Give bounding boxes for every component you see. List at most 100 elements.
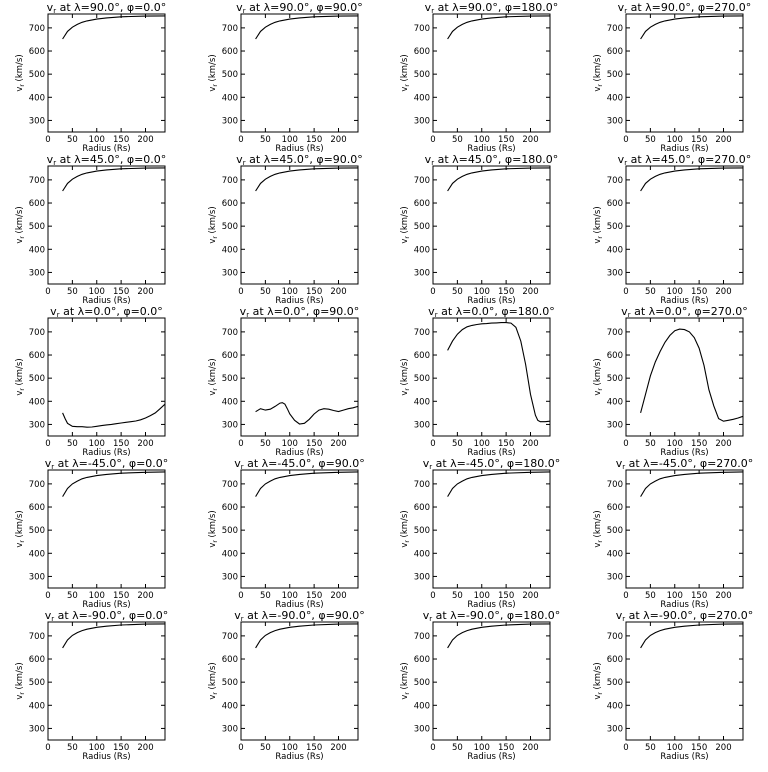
y-tick-label: 500 (222, 374, 238, 384)
plot-frame (432, 13, 551, 133)
y-axis-label: vr (km/s) (15, 510, 26, 547)
x-tick-label: 150 (306, 743, 322, 753)
y-tick-label: 400 (607, 397, 623, 407)
y-axis-label: vr (km/s) (400, 54, 411, 91)
x-tick-label: 200 (330, 743, 346, 753)
y-tick-label: 500 (607, 222, 623, 232)
plot-frame (240, 621, 359, 741)
y-tick-label: 700 (29, 176, 45, 186)
x-tick-label: 200 (137, 591, 153, 601)
x-axis-label: Radius (Rs) (467, 296, 515, 306)
series-line (447, 15, 551, 40)
x-axis-label: Radius (Rs) (467, 448, 515, 458)
subplot-10: vr at λ=0.0°, φ=90.0° 0 50 100 150 200 300 400 5… (208, 305, 359, 458)
x-axis-label: Radius (Rs) (467, 752, 515, 762)
x-tick-label: 0 (430, 287, 435, 297)
y-tick-label: 500 (29, 70, 45, 80)
x-axis-label: Radius (Rs) (467, 600, 515, 610)
plot-frame (625, 13, 744, 133)
x-tick-label: 50 (452, 591, 463, 601)
subplot-title: vr at λ=-45.0°, φ=0.0° (45, 457, 169, 471)
x-axis-label: Radius (Rs) (660, 600, 708, 610)
y-tick-label: 500 (414, 526, 430, 536)
x-tick-label: 150 (691, 287, 707, 297)
y-tick-label: 600 (414, 655, 430, 665)
x-tick-label: 200 (137, 743, 153, 753)
x-tick-label: 50 (452, 743, 463, 753)
x-tick-label: 150 (306, 287, 322, 297)
x-tick-label: 0 (45, 743, 50, 753)
subplot-title: vr at λ=-90.0°, φ=0.0° (45, 609, 169, 623)
x-tick-label: 0 (45, 439, 50, 449)
x-tick-label: 0 (238, 743, 243, 753)
y-tick-label: 400 (222, 549, 238, 559)
plot-frame (432, 621, 551, 741)
y-tick-label: 500 (222, 678, 238, 688)
x-axis-label: Radius (Rs) (82, 296, 130, 306)
y-tick-label: 400 (414, 397, 430, 407)
y-tick-label: 400 (414, 93, 430, 103)
x-axis-label: Radius (Rs) (660, 752, 708, 762)
y-axis-label: vr (km/s) (15, 206, 26, 243)
series-line (62, 623, 166, 649)
y-tick-label: 500 (414, 678, 430, 688)
y-tick-label: 300 (607, 572, 623, 582)
x-tick-label: 200 (522, 743, 538, 753)
x-tick-label: 50 (67, 591, 78, 601)
subplot-12: vr at λ=0.0°, φ=270.0° 0 50 100 150 200 300 400… (593, 305, 748, 458)
subplot-title: vr at λ=45.0°, φ=270.0° (618, 153, 752, 167)
plot-frame (432, 469, 551, 589)
x-tick-label: 100 (89, 591, 105, 601)
x-axis-label: Radius (Rs) (82, 752, 130, 762)
x-tick-label: 150 (306, 135, 322, 145)
y-tick-label: 600 (222, 47, 238, 57)
y-tick-label: 500 (414, 222, 430, 232)
x-tick-label: 150 (691, 743, 707, 753)
series-line (62, 167, 166, 192)
y-tick-label: 600 (29, 351, 45, 361)
subplot-title: vr at λ=0.0°, φ=0.0° (50, 305, 163, 319)
y-axis-label: vr (km/s) (208, 206, 219, 243)
series-line (640, 623, 744, 649)
x-tick-label: 200 (137, 439, 153, 449)
x-tick-label: 0 (45, 591, 50, 601)
y-tick-label: 600 (29, 655, 45, 665)
plot-frame (625, 469, 744, 589)
y-tick-label: 300 (222, 268, 238, 278)
y-axis-label: vr (km/s) (208, 510, 219, 547)
x-tick-label: 100 (282, 743, 298, 753)
y-tick-label: 300 (607, 268, 623, 278)
x-tick-label: 150 (113, 439, 129, 449)
x-tick-label: 200 (715, 743, 731, 753)
y-axis-label: vr (km/s) (15, 358, 26, 395)
y-tick-label: 700 (222, 328, 238, 338)
subplot-15: vr at λ=-45.0°, φ=180.0° 0 50 100 150 200 300 4… (400, 457, 560, 610)
y-tick-label: 300 (414, 572, 430, 582)
subplot-title: vr at λ=90.0°, φ=90.0° (236, 1, 363, 15)
x-tick-label: 50 (260, 591, 271, 601)
x-tick-label: 100 (282, 439, 298, 449)
y-tick-label: 600 (607, 199, 623, 209)
x-axis-label: Radius (Rs) (660, 144, 708, 154)
x-tick-label: 100 (474, 287, 490, 297)
x-axis-label: Radius (Rs) (275, 752, 323, 762)
subplot-11: vr at λ=0.0°, φ=180.0° 0 50 100 150 200 300 400… (400, 305, 555, 458)
y-tick-label: 400 (607, 701, 623, 711)
y-tick-label: 500 (222, 222, 238, 232)
plot-frame (47, 165, 166, 285)
plot-frame (47, 469, 166, 589)
subplot-17: vr at λ=-90.0°, φ=0.0° 0 50 100 150 200 300 400… (15, 609, 168, 762)
y-tick-label: 400 (607, 93, 623, 103)
x-tick-label: 50 (260, 439, 271, 449)
y-axis-label: vr (km/s) (400, 662, 411, 699)
series-line (640, 471, 744, 497)
y-tick-label: 700 (414, 632, 430, 642)
y-tick-label: 600 (222, 199, 238, 209)
series-line (255, 167, 359, 192)
y-tick-label: 600 (607, 47, 623, 57)
subplot-1: vr at λ=90.0°, φ=0.0° 0 50 100 150 200 300 400 5… (15, 1, 166, 154)
x-tick-label: 150 (113, 135, 129, 145)
x-tick-label: 150 (498, 135, 514, 145)
subplot-14: vr at λ=-45.0°, φ=90.0° 0 50 100 150 200 300 40… (208, 457, 365, 610)
plot-frame (240, 469, 359, 589)
